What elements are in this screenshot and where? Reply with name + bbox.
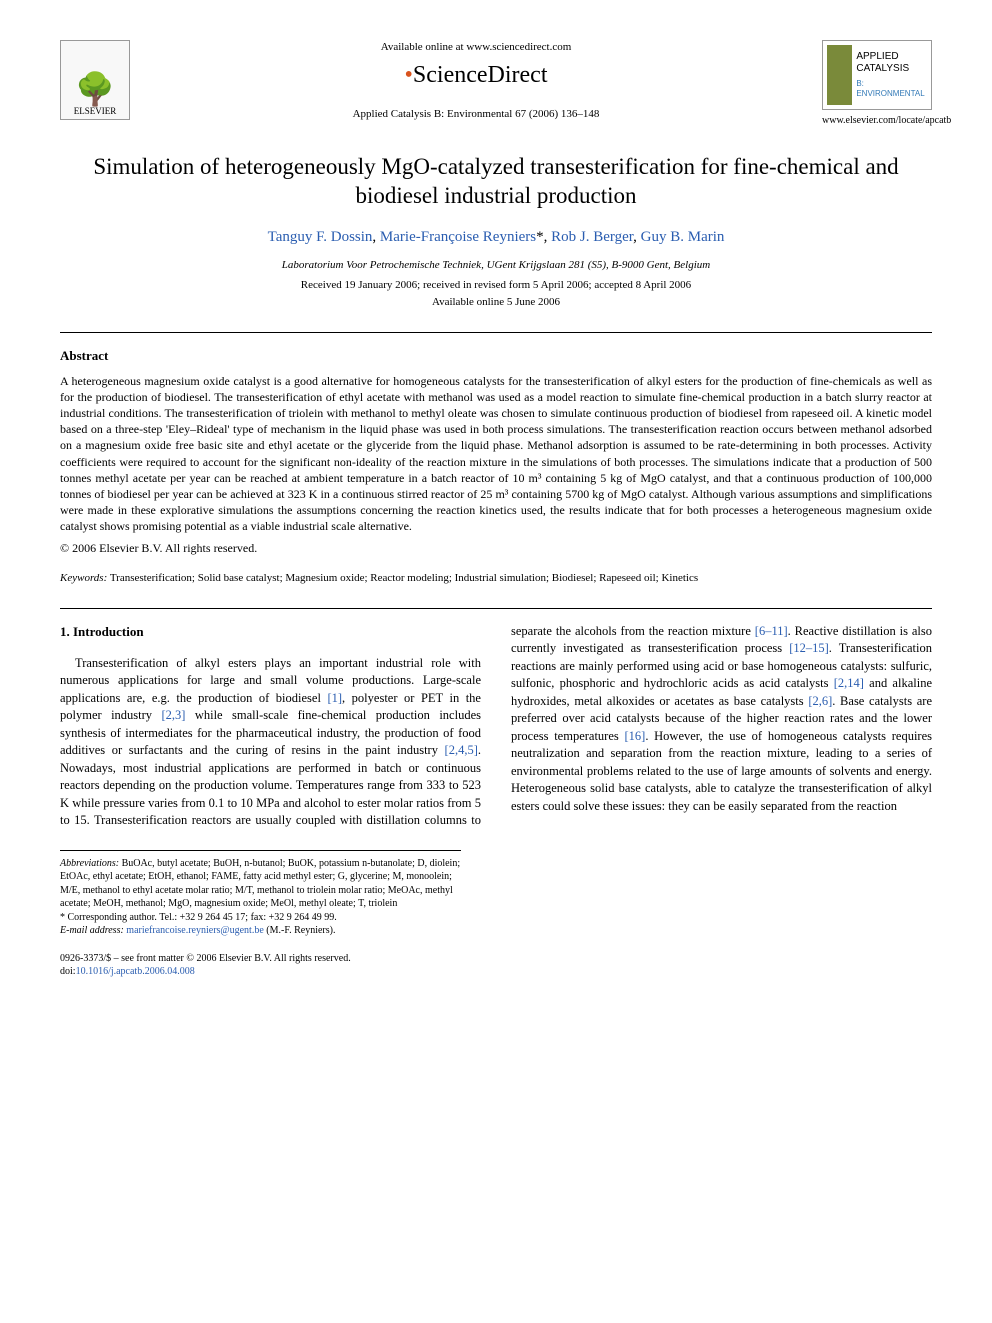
sciencedirect-dot-icon: • <box>405 62 413 88</box>
intro-heading: 1. Introduction <box>60 623 481 641</box>
citation-1[interactable]: [1] <box>327 691 342 705</box>
abbrev-text: BuOAc, butyl acetate; BuOH, n-butanol; B… <box>60 858 460 910</box>
footnotes: Abbreviations: BuOAc, butyl acetate; BuO… <box>60 850 461 938</box>
online-date: Available online 5 June 2006 <box>60 295 932 310</box>
front-matter-line: 0926-3373/$ – see front matter © 2006 El… <box>60 952 932 966</box>
received-dates: Received 19 January 2006; received in re… <box>60 278 932 293</box>
sciencedirect-text: ScienceDirect <box>413 62 548 88</box>
doi-label: doi: <box>60 966 76 977</box>
journal-badge-text: APPLIED CATALYSIS B: ENVIRONMENTAL <box>856 51 927 98</box>
body-columns: 1. Introduction Transesterification of a… <box>60 623 932 830</box>
sciencedirect-logo: •ScienceDirect <box>150 59 802 91</box>
locate-url: www.elsevier.com/locate/apcatb <box>822 114 932 128</box>
abstract-text: A heterogeneous magnesium oxide catalyst… <box>60 374 932 534</box>
author-4[interactable]: Guy B. Marin <box>641 229 725 245</box>
keywords-label: Keywords: <box>60 572 107 584</box>
citation-2-6[interactable]: [2,6] <box>808 694 832 708</box>
footer: 0926-3373/$ – see front matter © 2006 El… <box>60 952 932 979</box>
citation-12-15[interactable]: [12–15] <box>789 641 829 655</box>
abstract-copyright: © 2006 Elsevier B.V. All rights reserved… <box>60 540 932 556</box>
doi-link[interactable]: 10.1016/j.apcatb.2006.04.008 <box>76 966 195 977</box>
citation-2-3[interactable]: [2,3] <box>161 708 185 722</box>
elsevier-label: ELSEVIER <box>74 105 117 117</box>
journal-reference: Applied Catalysis B: Environmental 67 (2… <box>150 107 802 122</box>
doi-line: doi:10.1016/j.apcatb.2006.04.008 <box>60 965 932 979</box>
author-1[interactable]: Tanguy F. Dossin <box>268 229 373 245</box>
badge-sub: B: ENVIRONMENTAL <box>856 79 927 98</box>
email-line: E-mail address: mariefrancoise.reyniers@… <box>60 924 461 938</box>
article-title: Simulation of heterogeneously MgO-cataly… <box>60 152 932 212</box>
divider <box>60 332 932 333</box>
email-link[interactable]: mariefrancoise.reyniers@ugent.be <box>126 925 263 936</box>
divider <box>60 608 932 609</box>
elsevier-tree-icon: 🌳 <box>75 73 115 105</box>
citation-2-4-5[interactable]: [2,4,5] <box>445 743 478 757</box>
citation-16[interactable]: [16] <box>624 729 645 743</box>
abbreviations-line: Abbreviations: BuOAc, butyl acetate; BuO… <box>60 857 461 911</box>
email-who: (M.-F. Reyniers). <box>264 925 336 936</box>
keywords-line: Keywords: Transesterification; Solid bas… <box>60 571 932 586</box>
citation-6-11[interactable]: [6–11] <box>755 624 788 638</box>
citation-2-14[interactable]: [2,14] <box>834 676 864 690</box>
author-2[interactable]: Marie-Françoise Reyniers <box>380 229 536 245</box>
affiliation: Laboratorium Voor Petrochemische Technie… <box>60 258 932 273</box>
abbrev-label: Abbreviations: <box>60 858 119 869</box>
badge-line1: APPLIED <box>856 51 927 63</box>
center-header: Available online at www.sciencedirect.co… <box>130 40 822 122</box>
available-online-text: Available online at www.sciencedirect.co… <box>150 40 802 55</box>
journal-badge-color-strip <box>827 45 852 105</box>
elsevier-logo: 🌳 ELSEVIER <box>60 40 130 120</box>
email-label: E-mail address: <box>60 925 124 936</box>
badge-line2: CATALYSIS <box>856 63 927 75</box>
intro-paragraph: Transesterification of alkyl esters play… <box>60 623 932 830</box>
journal-badge: APPLIED CATALYSIS B: ENVIRONMENTAL www.e… <box>822 40 932 128</box>
header-row: 🌳 ELSEVIER Available online at www.scien… <box>60 40 932 128</box>
abstract-body: A heterogeneous magnesium oxide catalyst… <box>60 373 932 535</box>
authors-line: Tanguy F. Dossin, Marie-Françoise Reynie… <box>60 227 932 247</box>
abstract-heading: Abstract <box>60 347 932 365</box>
corresponding-author-line: * Corresponding author. Tel.: +32 9 264 … <box>60 911 461 925</box>
keywords-text: Transesterification; Solid base catalyst… <box>107 572 698 584</box>
author-3[interactable]: Rob J. Berger <box>551 229 633 245</box>
journal-badge-box: APPLIED CATALYSIS B: ENVIRONMENTAL <box>822 40 932 110</box>
corresponding-marker: * <box>536 229 544 245</box>
